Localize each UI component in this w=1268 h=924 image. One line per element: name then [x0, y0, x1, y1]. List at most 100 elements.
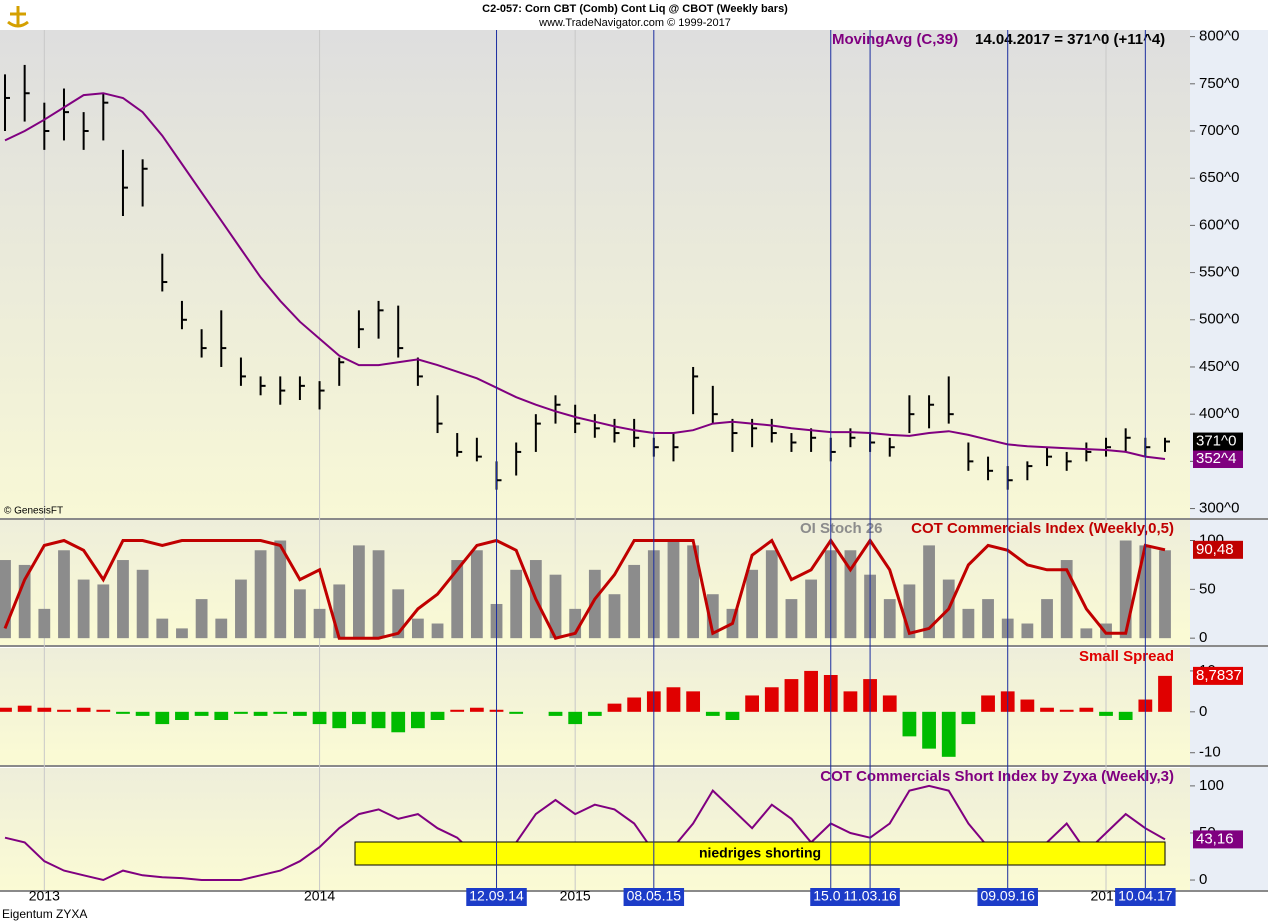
spread-bar [135, 711, 150, 716]
y-tick-label: 300^0 [1199, 500, 1239, 517]
spread-bar [1020, 699, 1035, 712]
spread-bar [155, 711, 170, 725]
oscillator-bar [883, 599, 896, 639]
oscillator-bar [18, 564, 31, 639]
y-tick-label: 0 [1199, 871, 1207, 888]
spread-bar [509, 711, 524, 714]
series-name: COT Commercials Index (Weekly,0,5) [911, 520, 1174, 537]
x-tick-label: 2014 [304, 888, 335, 904]
spread-bar [430, 711, 445, 720]
y-tick-label: 500^0 [1199, 311, 1239, 328]
spread-bar [941, 711, 956, 757]
oscillator-bar [431, 623, 444, 639]
spread-bar [686, 691, 701, 712]
oscillator-bar [58, 550, 70, 639]
spread-bar [587, 711, 602, 716]
oscillator-bar [1159, 550, 1171, 639]
index-line [3, 537, 1166, 640]
spread-bar [469, 707, 484, 712]
oscillator-bar [1060, 560, 1073, 639]
footer: Eigentum ZYXA [2, 907, 87, 921]
last-value-tag [1193, 432, 1243, 451]
last-value-label: 8,7837 [1196, 667, 1242, 684]
spread-bar [902, 711, 917, 737]
oscillator-bar [687, 545, 700, 639]
oscillator-bar [117, 560, 129, 639]
oscillator-bar [38, 608, 51, 639]
annotation-box [354, 841, 1166, 866]
event-label: 09.09.16 [980, 888, 1035, 904]
y-tick-label: 100 [1199, 777, 1224, 794]
header-subtitle: www.TradeNavigator.com © 1999-2017 [538, 17, 731, 29]
spread-bar [312, 711, 327, 725]
last-value-label: 43,16 [1196, 830, 1234, 847]
spread-bar [332, 711, 347, 729]
x-tick-label: 2017 [1090, 888, 1121, 904]
moving-average-line [4, 92, 1166, 460]
spread-bar [961, 711, 976, 725]
y-tick-label: 750^0 [1199, 75, 1239, 92]
last-value-tag [1193, 666, 1243, 685]
logo [4, 4, 32, 28]
oscillator-bar [569, 608, 582, 639]
spread-bar [96, 709, 111, 712]
header-title: C2-057: Corn CBT (Comb) Cont Liq @ CBOT … [482, 3, 788, 15]
event-label: 08.05.15 [627, 888, 682, 904]
last-value-label: 352^4 [1196, 450, 1236, 467]
event-label: 12.09.14 [469, 888, 524, 904]
oscillator-bar [274, 540, 287, 639]
oscillator-bar [982, 599, 994, 639]
spread-bar [1040, 707, 1054, 712]
spread-bar [882, 695, 897, 712]
oscillator-bar [903, 584, 916, 639]
spread-bar [1079, 707, 1094, 712]
spread-bar [1158, 675, 1172, 712]
oscillator-bar [97, 584, 110, 639]
oscillator-bar [235, 579, 247, 639]
series-name: COT Commercials Short Index by Zyxa (Wee… [820, 768, 1174, 785]
oscillator-bar [510, 569, 523, 639]
oscillator-bar [156, 618, 169, 639]
series-name: Small Spread [1079, 648, 1174, 665]
oscillator-bar [765, 550, 778, 639]
oscillator-bar [844, 550, 857, 639]
y-tick-label: 50 [1199, 580, 1216, 597]
oscillator-bar [470, 550, 483, 639]
event-label-bg [840, 888, 900, 906]
oscillator-bar [176, 628, 188, 639]
spread-bar [234, 711, 248, 714]
series-name: OI Stoch 26 [800, 520, 883, 537]
spread-bar [843, 691, 858, 712]
spread-bar [76, 707, 91, 712]
last-value-label: 371^0 [1196, 433, 1236, 450]
oscillator-bar [1041, 599, 1053, 639]
last-value-label: 90,48 [1196, 541, 1234, 558]
spread-bar [194, 711, 209, 716]
spread-bar [57, 709, 71, 712]
oscillator-bar [667, 540, 680, 639]
plot: 2013201420152017300^0350^0400^0450^0500^… [0, 28, 1268, 906]
oscillator-bar [785, 599, 798, 639]
spread-bar [371, 711, 386, 729]
oscillator-bar [372, 550, 385, 639]
spread-bar [352, 711, 366, 725]
oscillator-bar [333, 584, 346, 639]
y-tick-label: 600^0 [1199, 216, 1239, 233]
event-label-bg [466, 888, 527, 906]
oscillator-bar [313, 608, 326, 639]
spread-bar [175, 711, 189, 720]
spread-bar [607, 703, 622, 712]
oscillator-bar [0, 560, 11, 639]
oscillator-bar [549, 574, 562, 639]
y-tick-label: 0 [1199, 629, 1207, 646]
oscillator-bar [628, 564, 641, 639]
event-label: 11.03.16 [843, 888, 897, 904]
spread-bar [0, 707, 12, 712]
spread-bar [725, 711, 740, 720]
spread-bar [568, 711, 583, 725]
last-value-tag [1193, 540, 1243, 559]
series-name: MovingAvg (C,39) [832, 31, 958, 48]
oscillator-bar [136, 569, 149, 639]
oscillator-bar [411, 618, 424, 639]
